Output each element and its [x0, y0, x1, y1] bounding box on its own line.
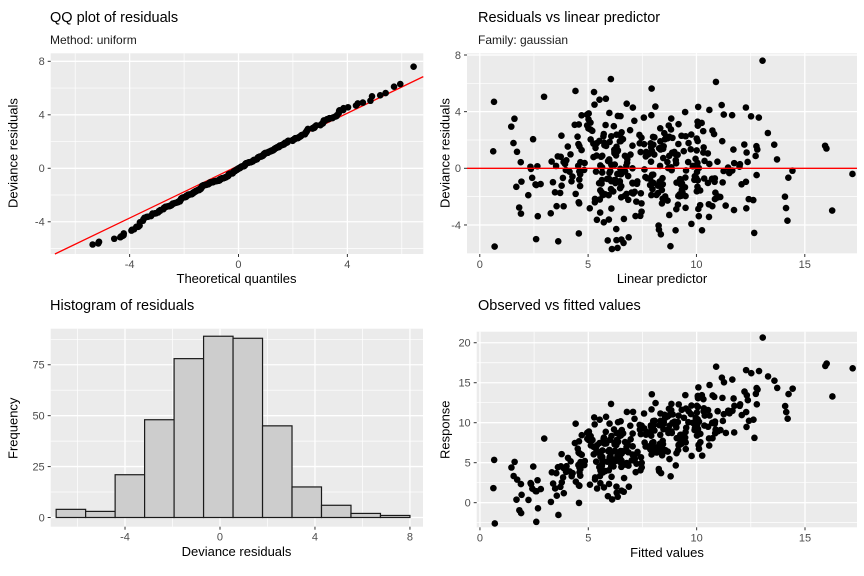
qq-plot-title: QQ plot of residuals — [50, 10, 179, 26]
qq-plot-subtitle: Method: uniform — [50, 33, 137, 47]
svg-text:0: 0 — [477, 259, 483, 271]
histogram-title: Histogram of residuals — [50, 298, 195, 314]
qq-plot: -4 0 4 -4 0 4 8 QQ plot of residuals Method: u… — [0, 0, 432, 288]
svg-text:15: 15 — [799, 259, 811, 271]
residuals-vs-predictor-plot: 0 5 10 15 -4 0 4 8 Residuals vs linear predicto… — [432, 0, 864, 288]
svg-text:75: 75 — [32, 360, 44, 372]
svg-text:0: 0 — [465, 497, 471, 509]
svg-text:10: 10 — [691, 532, 703, 544]
svg-text:50: 50 — [32, 410, 44, 422]
svg-text:0: 0 — [455, 163, 461, 175]
residuals-vs-predictor-x-axis-title: Linear predictor — [616, 271, 708, 286]
residuals-vs-predictor-canvas: 0 5 10 15 -4 0 4 8 — [451, 50, 857, 271]
histogram-y-axis-title: Frequency — [5, 397, 21, 459]
histogram-x-axis-title: Deviance residuals — [181, 544, 292, 559]
observed-vs-fitted-canvas: 0 5 10 15 0 5 10 15 20 — [458, 331, 857, 544]
svg-text:10: 10 — [458, 418, 470, 430]
histogram-plot: -4 0 4 8 0 25 50 75 Histogram of residuals Devi… — [0, 288, 432, 576]
svg-text:0: 0 — [235, 259, 241, 271]
observed-vs-fitted-x-axis-title: Fitted values — [630, 545, 704, 560]
qq-plot-canvas: -4 0 4 -4 0 4 8 — [35, 53, 424, 271]
observed-vs-fitted-title: Observed vs fitted values — [478, 298, 641, 314]
svg-text:0: 0 — [477, 532, 483, 544]
svg-text:5: 5 — [465, 457, 471, 469]
qq-y-axis-title: Deviance residuals — [5, 98, 21, 209]
observed-vs-fitted-y-axis-title: Response — [437, 400, 453, 460]
svg-text:25: 25 — [32, 461, 44, 473]
svg-text:-4: -4 — [120, 532, 130, 544]
svg-text:8: 8 — [455, 50, 461, 62]
svg-text:15: 15 — [799, 532, 811, 544]
svg-text:8: 8 — [407, 532, 413, 544]
qq-x-axis-title: Theoretical quantiles — [176, 271, 297, 286]
histogram-canvas: -4 0 4 8 0 25 50 75 — [32, 328, 423, 544]
svg-text:10: 10 — [690, 259, 702, 271]
residuals-vs-predictor-y-axis-title: Deviance residuals — [437, 98, 453, 209]
observed-vs-fitted-plot: 0 5 10 15 0 5 10 15 20 Observed vs fitted values… — [432, 288, 864, 576]
svg-text:4: 4 — [312, 532, 318, 544]
svg-text:4: 4 — [455, 106, 461, 118]
svg-text:0: 0 — [217, 532, 223, 544]
svg-text:5: 5 — [585, 532, 591, 544]
svg-text:-4: -4 — [35, 217, 45, 229]
svg-text:4: 4 — [344, 259, 350, 271]
svg-text:-4: -4 — [451, 220, 461, 232]
residuals-vs-predictor-subtitle: Family: gaussian — [478, 33, 569, 47]
svg-text:8: 8 — [39, 56, 45, 68]
svg-text:15: 15 — [458, 378, 470, 390]
svg-text:0: 0 — [39, 512, 45, 524]
svg-text:0: 0 — [39, 163, 45, 175]
svg-text:-4: -4 — [125, 259, 135, 271]
svg-text:20: 20 — [458, 338, 470, 350]
residuals-vs-predictor-title: Residuals vs linear predictor — [478, 10, 661, 26]
svg-text:5: 5 — [585, 259, 591, 271]
svg-text:4: 4 — [39, 110, 45, 122]
